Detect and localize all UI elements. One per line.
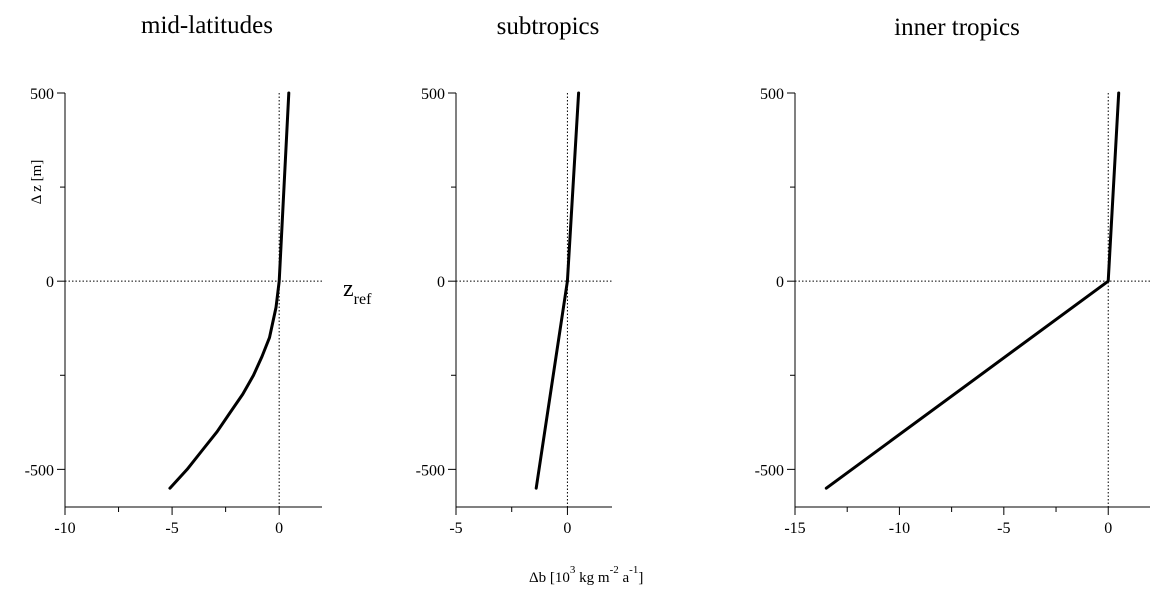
y-axis-label: Δ z [m]	[29, 160, 45, 205]
y-tick-label: -500	[416, 462, 445, 479]
panel-title: mid-latitudes	[141, 12, 273, 39]
panel-inner-tropics: inner tropics -500 0 500 -15 -10 -5 0	[755, 14, 1150, 537]
panel-title: inner tropics	[894, 14, 1020, 41]
x-axis-label: Δb [103 kg m-2 a-1]	[529, 564, 643, 586]
x-tick-label: -5	[165, 520, 178, 537]
x-tick-label: 0	[275, 520, 283, 537]
y-tick-label: 500	[421, 86, 445, 103]
x-tick-label: -5	[449, 520, 462, 537]
panel-subtropics: subtropics -500 0 500 -5 0	[416, 13, 612, 537]
series-line	[534, 91, 581, 490]
x-tick-label: -10	[889, 520, 910, 537]
panel-mid-latitudes: mid-latitudes -500 0 500 -10 -5 0 Δ z [m]	[25, 12, 322, 537]
x-tick-label: 0	[1104, 520, 1112, 537]
y-tick-label: 0	[46, 274, 54, 291]
x-tick-label: -10	[54, 520, 75, 537]
y-tick-label: 0	[437, 274, 445, 291]
y-tick-label: -500	[25, 462, 54, 479]
zref-label: zref	[343, 276, 372, 308]
series-line	[168, 91, 291, 490]
series-line	[824, 91, 1121, 490]
y-tick-label: 500	[30, 86, 54, 103]
panel-title: subtropics	[497, 13, 600, 40]
y-tick-label: 0	[776, 274, 784, 291]
x-tick-label: -5	[997, 520, 1010, 537]
x-tick-label: -15	[784, 520, 805, 537]
x-tick-label: 0	[563, 520, 571, 537]
y-tick-label: 500	[760, 86, 784, 103]
y-tick-label: -500	[755, 462, 784, 479]
